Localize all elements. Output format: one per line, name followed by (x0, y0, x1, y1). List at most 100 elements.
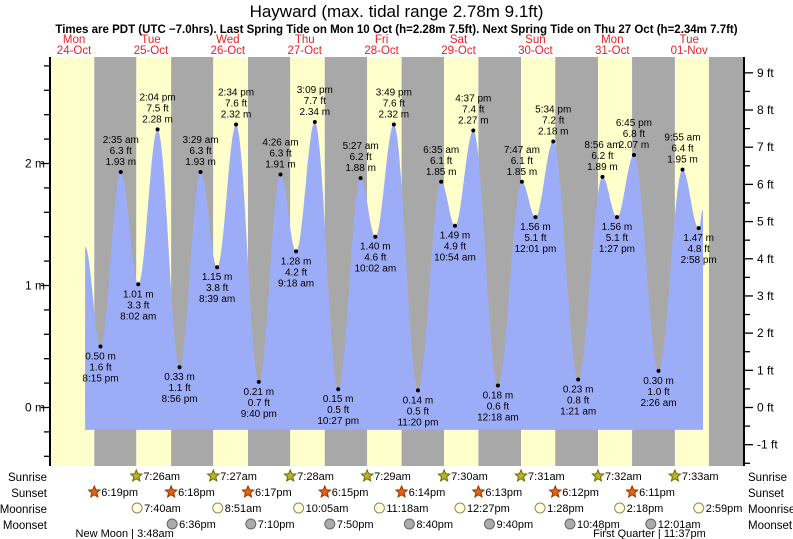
low-tide-label: 1.49 m (440, 231, 471, 242)
low-tide-label: 1.56 m (520, 222, 551, 233)
tide-extremum-dot (278, 172, 283, 177)
tide-extremum-dot (415, 388, 420, 393)
high-tide-label: 6.2 ft (350, 152, 372, 163)
day-date-label: 26-Oct (211, 45, 246, 57)
moonrise-moon-icon (454, 502, 466, 514)
day-name-label: Fri (375, 34, 388, 46)
high-tide-label: 1.88 m (345, 163, 376, 174)
sunset-time-label: 6:15pm (332, 487, 369, 499)
moonrise-moon-icon (534, 502, 546, 514)
low-tide-label: 12:01 pm (515, 244, 557, 255)
low-tide-label: 4.9 ft (444, 242, 466, 253)
high-tide-label: 2.32 m (379, 109, 410, 120)
moonset-moon-icon (483, 518, 495, 530)
high-tide-label: 2:35 am (103, 135, 139, 146)
tide-extremum-dot (312, 120, 317, 125)
day-labels: Mon24-OctTue25-OctWed26-OctThu27-OctFri2… (57, 34, 708, 57)
high-tide-label: 7.7 ft (304, 96, 326, 107)
high-tide-label: 7.4 ft (462, 105, 484, 116)
sunset-time-label: 6:17pm (255, 487, 292, 499)
sunrise-star-icon (129, 468, 144, 482)
tide-extremum-dot (391, 122, 396, 127)
moonset-moon-icon (564, 518, 576, 530)
moonrise-time-label: 12:27pm (467, 503, 510, 515)
tide-extremum-dot (234, 122, 239, 127)
high-tide-label: 5:27 am (343, 141, 379, 152)
low-tide-label: 0.30 m (643, 376, 674, 387)
high-tide-label: 2.28 m (142, 114, 173, 125)
moonset-moon-icon (403, 518, 415, 530)
moonset-time-label: 9:40pm (496, 519, 533, 531)
high-tide-label: 6.4 ft (671, 144, 693, 155)
right-axis-label: 6 ft (757, 177, 774, 191)
tide-extremum-dot (136, 282, 141, 287)
low-tide-label: 10:27 pm (317, 416, 359, 427)
moonrise-time-label: 2:18pm (627, 503, 664, 515)
sunrise-time-label: 7:29am (374, 471, 411, 483)
low-tide-label: 3.8 ft (206, 283, 228, 294)
high-tide-label: 1.85 m (426, 167, 457, 178)
high-tide-label: 7.6 ft (225, 98, 247, 109)
tide-extremum-dot (155, 127, 160, 132)
low-tide-label: 0.18 m (483, 391, 514, 402)
sunset-star-icon (394, 484, 409, 498)
low-tide-label: 12:18 am (477, 413, 519, 424)
sunrise-time-label: 7:31am (528, 471, 565, 483)
moonset-time-label: 8:40pm (416, 519, 453, 531)
high-tide-label: 4:37 pm (455, 94, 491, 105)
low-tide-label: 4.2 ft (285, 267, 307, 278)
high-tide-label: 7.2 ft (542, 116, 564, 127)
low-tide-label: 0.14 m (403, 395, 434, 406)
high-tide-label: 6.3 ft (189, 146, 211, 157)
tide-extremum-dot (600, 174, 605, 179)
low-tide-label: 0.15 m (323, 394, 354, 405)
sunrise-star-icon (360, 468, 375, 482)
moonrise-row-label-right: Moonrise (748, 504, 793, 516)
tide-extremum-dot (533, 215, 538, 220)
low-tide-label: 10:54 am (434, 253, 476, 264)
low-tide-label: 0.23 m (563, 384, 594, 395)
low-tide-label: 0.8 ft (567, 395, 589, 406)
sunrise-time-label: 7:30am (451, 471, 488, 483)
low-tide-label: 1.28 m (281, 256, 312, 267)
low-tide-label: 0.5 ft (407, 406, 429, 417)
high-tide-label: 2.27 m (458, 116, 489, 127)
low-tide-label: 0.7 ft (248, 398, 270, 409)
high-tide-label: 4:26 am (262, 137, 298, 148)
high-tide-label: 5:34 pm (535, 105, 571, 116)
sunset-star-icon (317, 484, 332, 498)
tide-extremum-dot (177, 365, 182, 370)
tide-extremum-dot (98, 344, 103, 349)
tide-extremum-dot (576, 377, 581, 382)
high-tide-label: 6:45 pm (616, 118, 652, 129)
left-axis-label: 0 m (25, 401, 45, 415)
high-tide-label: 6.1 ft (430, 156, 452, 167)
day-date-label: 25-Oct (134, 45, 169, 57)
sunset-star-icon (548, 484, 563, 498)
low-tide-label: 0.6 ft (487, 402, 509, 413)
high-tide-label: 6.8 ft (623, 129, 645, 140)
high-tide-label: 1.89 m (587, 162, 618, 173)
right-axis-label: 0 ft (757, 401, 774, 415)
tide-extremum-dot (256, 379, 261, 384)
sunrise-time-label: 7:33am (682, 471, 719, 483)
moonrise-time-label: 2:59pm (706, 503, 743, 515)
low-tide-label: 8:15 pm (82, 374, 118, 385)
low-tide-label: 10:02 am (354, 264, 396, 275)
high-tide-label: 2:04 pm (140, 92, 176, 103)
high-tide-label: 3:29 am (182, 135, 218, 146)
right-axis-line (743, 57, 745, 466)
moonset-moon-icon (324, 518, 336, 530)
sunrise-star-icon (437, 468, 452, 482)
sunrise-time-label: 7:28am (297, 471, 334, 483)
sunset-row-label-right: Sunset (748, 488, 785, 500)
tide-extremum-dot (439, 179, 444, 184)
low-tide-label: 1.47 m (683, 233, 714, 244)
low-tide-label: 0.5 ft (327, 405, 349, 416)
sunrise-time-label: 7:26am (143, 471, 180, 483)
right-axis-label: -1 ft (757, 438, 778, 452)
sunset-star-icon (241, 484, 255, 498)
low-tide-label: 0.21 m (244, 387, 275, 398)
moonset-time-label: 7:50pm (337, 519, 374, 531)
moonset-time-label: 6:36pm (179, 519, 216, 531)
